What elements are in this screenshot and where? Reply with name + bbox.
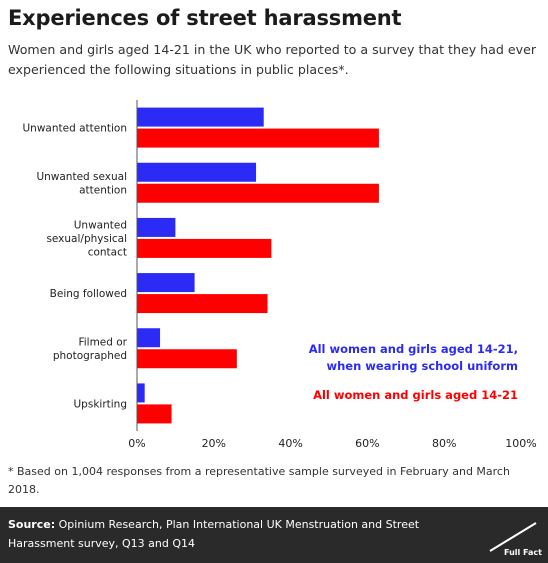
x-tick-label: 100% <box>505 437 536 450</box>
legend-label: when wearing school uniform <box>327 359 519 373</box>
bar-school-uniform-5 <box>137 383 145 403</box>
category-label: photographed <box>53 350 127 362</box>
bar-school-uniform-3 <box>137 273 195 293</box>
source-note: Source: Opinium Research, Plan Internati… <box>8 515 448 553</box>
chart-subtitle: Women and girls aged 14-21 in the UK who… <box>8 42 537 77</box>
source-label: Source: <box>8 518 56 531</box>
bar-all-2 <box>137 238 272 258</box>
category-label: contact <box>88 246 127 258</box>
bar-all-4 <box>137 349 237 369</box>
chart-title: Experiences of street harassment <box>8 6 402 30</box>
x-tick-label: 40% <box>278 437 302 450</box>
category-label: Being followed <box>50 288 127 300</box>
logo-text: Full Fact <box>504 548 542 557</box>
bar-school-uniform-4 <box>137 328 161 348</box>
bar-all-0 <box>137 128 379 148</box>
category-label: Filmed or <box>78 337 127 349</box>
full-fact-logo-icon <box>489 522 537 552</box>
category-label: Unwanted <box>74 219 127 231</box>
category-label: sexual/physical <box>46 233 127 245</box>
footer: Source: Opinium Research, Plan Internati… <box>0 507 548 563</box>
legend-label: All women and girls aged 14-21 <box>313 388 518 402</box>
x-tick-label: 0% <box>128 437 145 450</box>
category-label: Upskirting <box>74 398 128 410</box>
legend-label: All women and girls aged 14-21, <box>309 342 518 356</box>
bar-chart: Unwanted attention Unwanted sexual attenti… <box>23 100 537 450</box>
category-label: Unwanted attention <box>23 123 128 135</box>
bar-all-3 <box>137 294 268 314</box>
source-text: Opinium Research, Plan International UK … <box>8 518 420 550</box>
bar-school-uniform-2 <box>137 217 176 237</box>
x-tick-label: 80% <box>432 437 456 450</box>
category-label: Unwanted sexual <box>36 171 127 183</box>
bar-school-uniform-1 <box>137 162 257 182</box>
bar-all-1 <box>137 183 379 203</box>
x-tick-label: 20% <box>202 437 226 450</box>
category-label: attention <box>79 185 127 197</box>
x-tick-label: 60% <box>355 437 379 450</box>
bar-school-uniform-0 <box>137 107 264 127</box>
footnote: * Based on 1,004 responses from a repres… <box>8 465 510 496</box>
bar-all-5 <box>137 404 172 424</box>
